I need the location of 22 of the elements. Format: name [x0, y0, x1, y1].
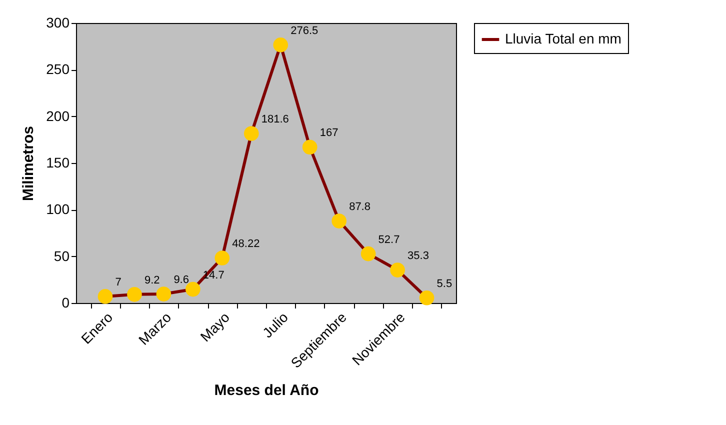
data-label: 35.3 [408, 250, 429, 262]
y-axis-title: Milimetros [20, 126, 38, 202]
data-label: 52.7 [378, 234, 400, 246]
data-label: 167 [320, 127, 338, 140]
data-label: 7 [115, 276, 122, 288]
y-tick-label: 250 [46, 61, 70, 78]
x-axis-title: Meses del Año [214, 382, 319, 400]
data-label: 5.5 [436, 278, 452, 290]
y-tick-label: 300 [46, 14, 70, 30]
x-tick-label: Julio [259, 308, 292, 341]
y-tick-label: 100 [46, 201, 70, 218]
y-tick-label: 150 [46, 154, 70, 170]
data-label: 181.6 [261, 114, 289, 126]
data-label: 9.2 [144, 274, 160, 286]
data-label: 48.22 [232, 238, 260, 250]
y-tick-label: 50 [54, 248, 70, 264]
y-tick-label: 200 [46, 108, 70, 124]
y-tick-label: 0 [62, 294, 70, 310]
data-label: 276.5 [290, 24, 318, 37]
data-label: 9.6 [174, 274, 189, 286]
legend-label: Lluvia Total en mm [505, 30, 622, 46]
data-label: 87.8 [349, 201, 370, 214]
